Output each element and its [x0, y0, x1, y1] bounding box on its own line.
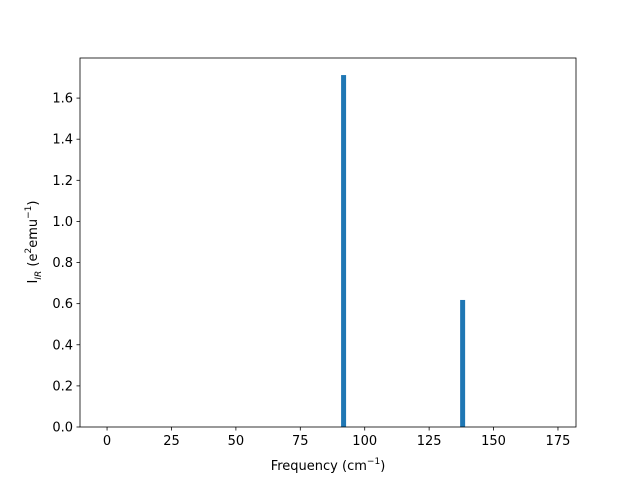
y-tick-label: 0.8 — [52, 256, 73, 271]
x-label-end: ) — [380, 459, 385, 474]
x-tick-label: 75 — [292, 434, 309, 449]
x-tick-label: 175 — [546, 434, 571, 449]
y-tick-label: 0.0 — [52, 421, 73, 436]
y-label-sup: 2 — [24, 248, 34, 254]
x-tick-label: 50 — [228, 434, 245, 449]
y-label-sub: IR — [34, 271, 44, 280]
y-tick-label: 0.6 — [52, 297, 73, 312]
y-tick-label: 1.0 — [52, 215, 73, 230]
plot-frame — [79, 57, 577, 428]
x-label-text: Frequency (cm — [271, 459, 367, 474]
y-label-base: I — [26, 280, 41, 284]
x-tick-label: 150 — [481, 434, 506, 449]
y-tick-label: 0.4 — [52, 338, 73, 353]
y-axis-label: IIR (e2emu−1) — [24, 201, 44, 284]
y-label-sup: −1 — [24, 206, 34, 219]
x-axis-label: Frequency (cm−1) — [271, 457, 386, 474]
x-tick-label: 125 — [417, 434, 442, 449]
x-tick-label: 25 — [163, 434, 180, 449]
x-tick-label: 100 — [352, 434, 377, 449]
x-tick-label: 0 — [103, 434, 111, 449]
bar — [341, 75, 347, 428]
x-label-sup: −1 — [367, 457, 380, 467]
y-tick-label: 1.4 — [52, 133, 73, 148]
y-tick-label: 1.6 — [52, 92, 73, 107]
y-tick-label: 1.2 — [52, 174, 73, 189]
y-label-open: (e — [26, 254, 41, 271]
y-label-mid: emu — [26, 219, 41, 248]
bar — [460, 299, 466, 427]
y-label-end: ) — [26, 201, 41, 206]
y-tick-label: 0.2 — [52, 379, 73, 394]
